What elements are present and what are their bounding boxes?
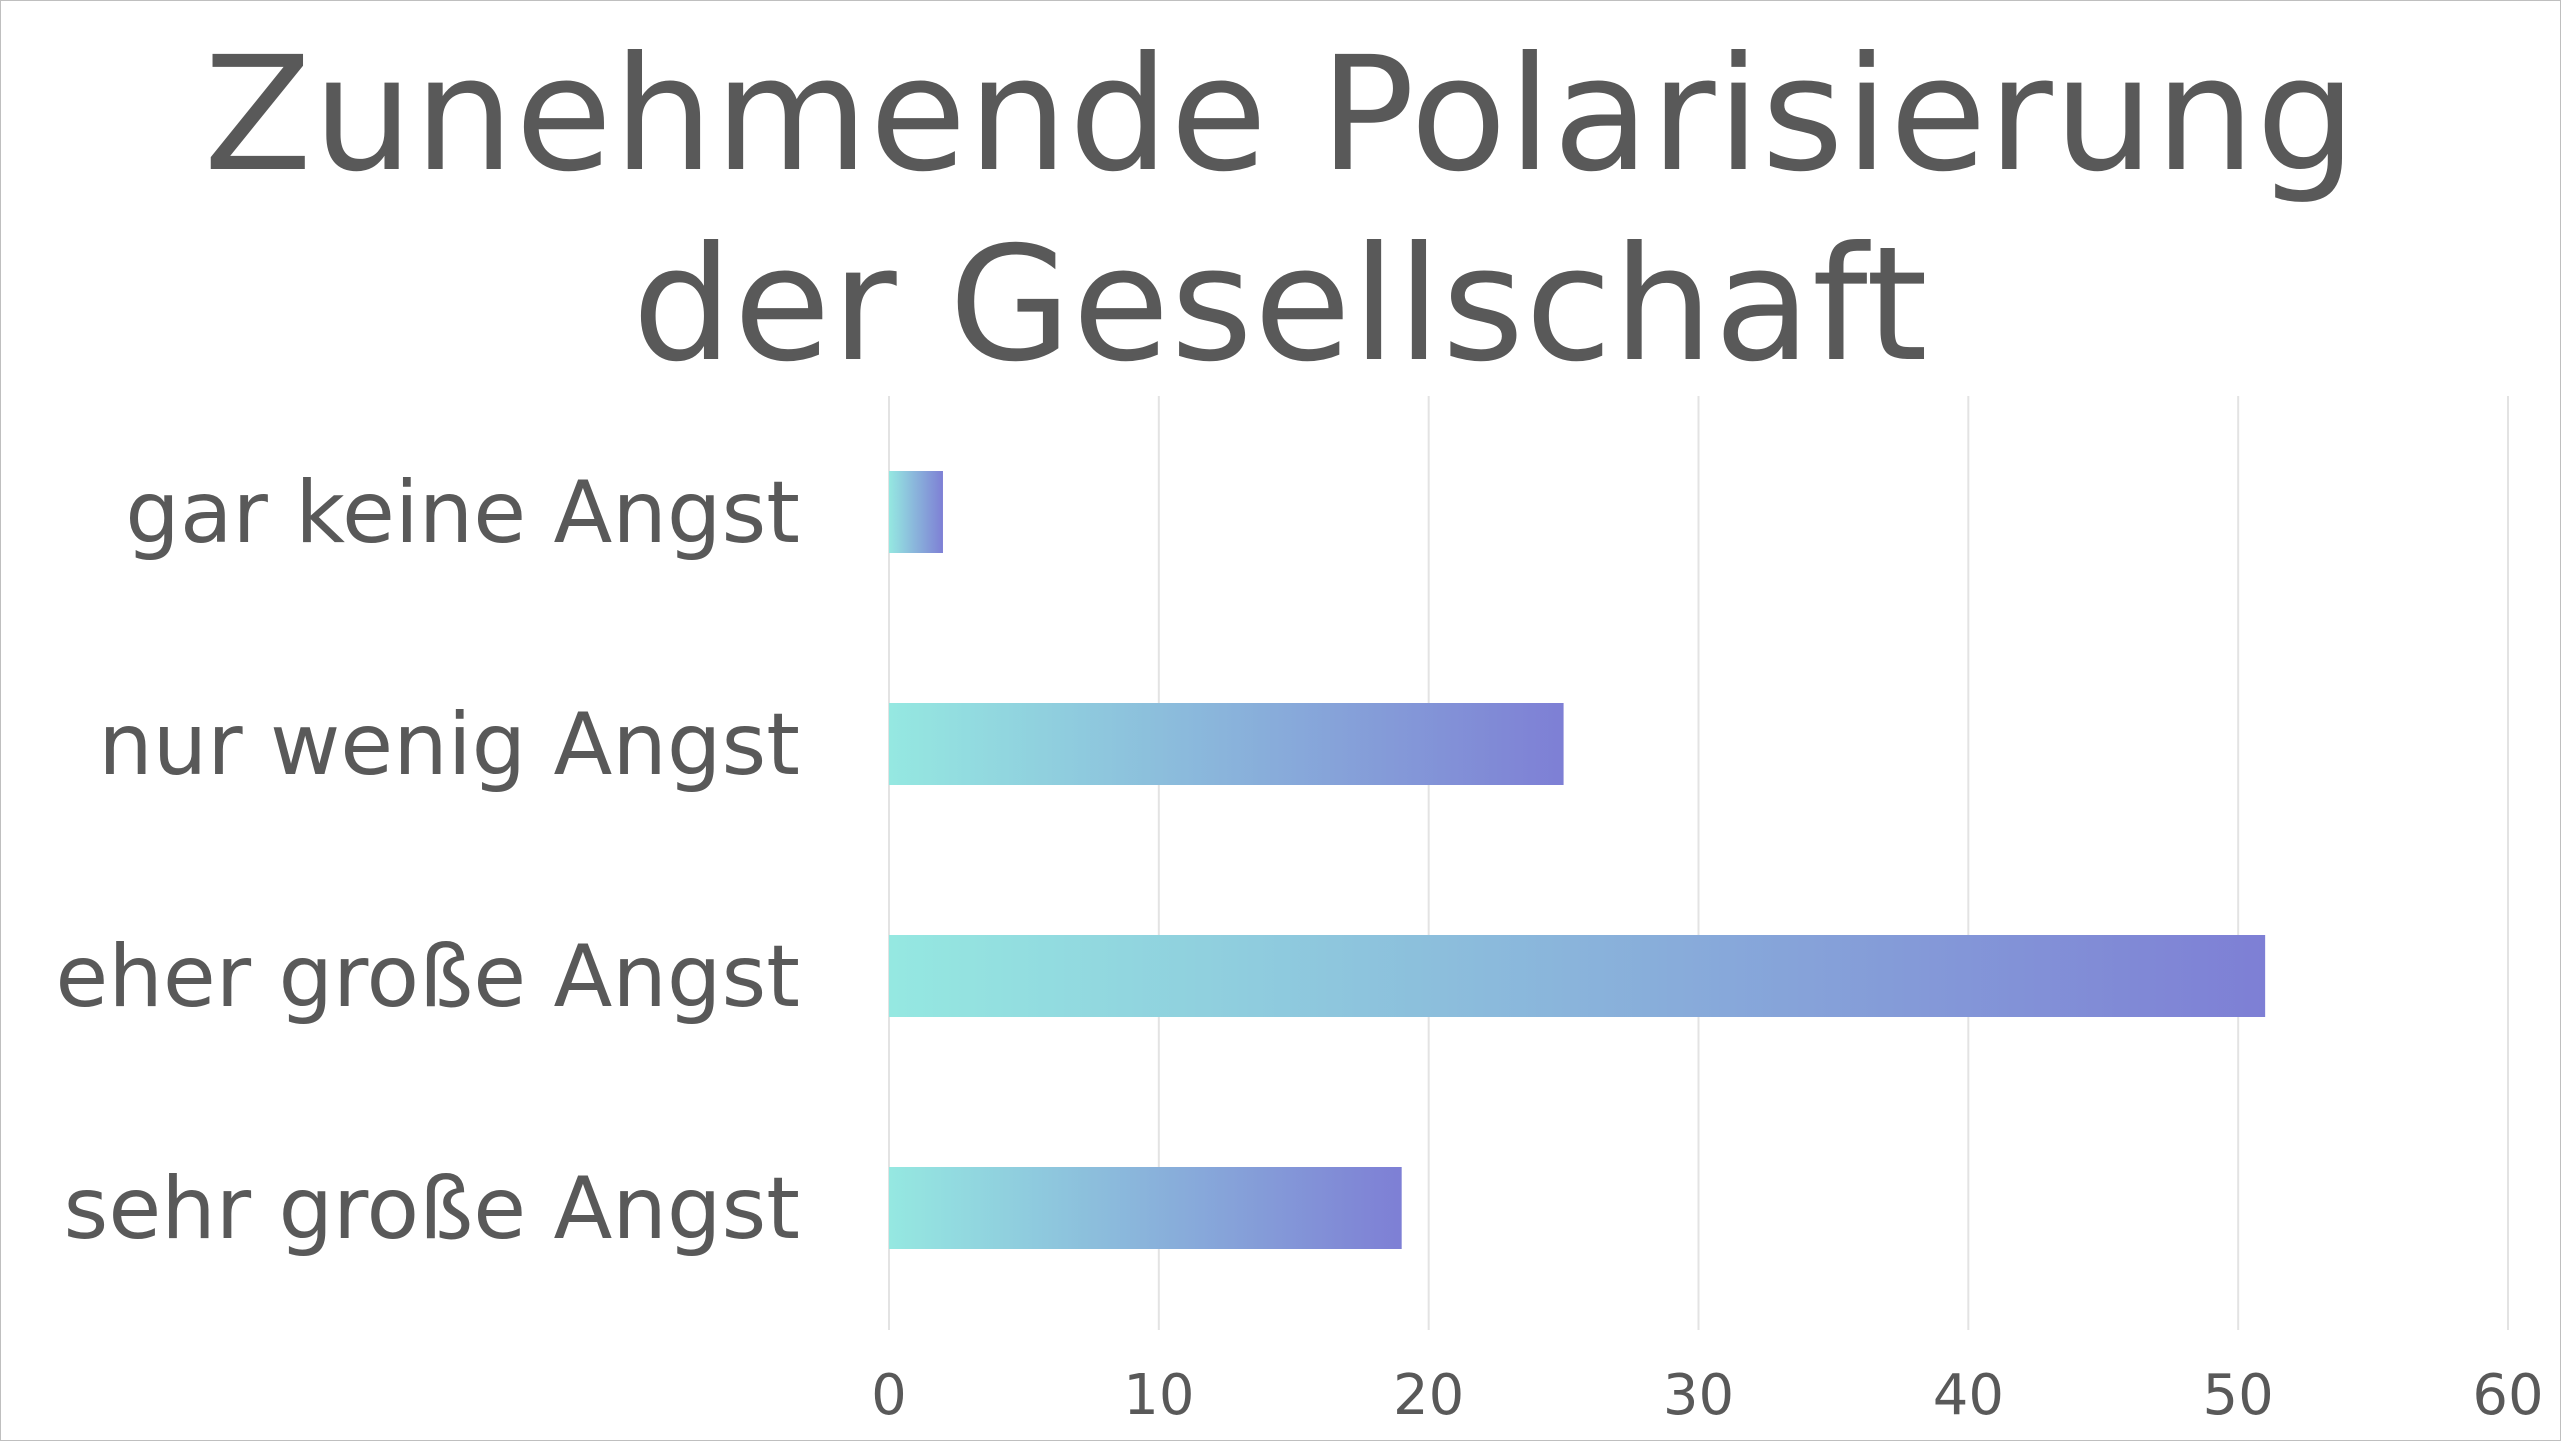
- x-tick-label-50: 50: [2203, 1363, 2274, 1428]
- chart-title: Zunehmende Polarisierung der Gesellschaf…: [0, 20, 2561, 400]
- x-tick-label-20: 20: [1393, 1363, 1464, 1428]
- x-tick-label-40: 40: [1933, 1363, 2004, 1428]
- bar-2: [889, 935, 2266, 1017]
- bar-0: [889, 471, 943, 553]
- bar-3: [889, 1167, 1402, 1249]
- x-tick-label-0: 0: [871, 1363, 907, 1428]
- x-tick-label-30: 30: [1663, 1363, 1734, 1428]
- x-axis-tick-labels: 0 10 20 30 40 50 60: [871, 1363, 2543, 1428]
- chart-title-line-1: Zunehmende Polarisierung: [203, 23, 2358, 207]
- x-tick-label-10: 10: [1123, 1363, 1194, 1428]
- category-label-0: gar keine Angst: [125, 463, 800, 563]
- y-axis-category-labels: gar keine Angst nur wenig Angst eher große…: [55, 463, 800, 1259]
- bars: [889, 471, 2266, 1249]
- chart-title-line-2: der Gesellschaft: [632, 213, 1929, 397]
- category-label-1: nur wenig Angst: [98, 695, 800, 795]
- x-tick-label-60: 60: [2472, 1363, 2543, 1428]
- bar-1: [889, 703, 1564, 785]
- category-label-2: eher große Angst: [55, 927, 800, 1027]
- category-label-3: sehr große Angst: [64, 1159, 800, 1259]
